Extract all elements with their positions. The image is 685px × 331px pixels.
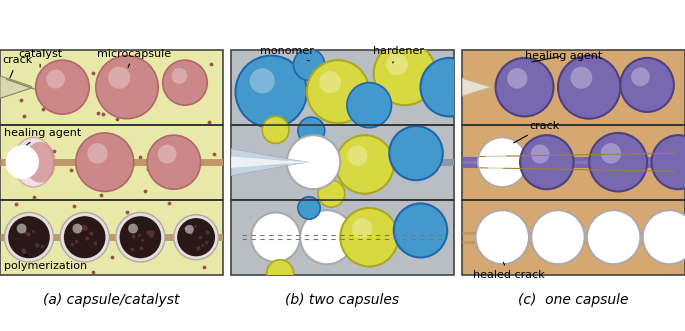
Text: microcapsule: microcapsule [97, 49, 171, 67]
Circle shape [174, 215, 219, 260]
Bar [462, 50, 685, 125]
Bar [231, 50, 454, 125]
Bar [0, 125, 223, 200]
Circle shape [73, 224, 82, 233]
Circle shape [394, 204, 447, 258]
Circle shape [475, 210, 529, 264]
Text: polymerization: polymerization [5, 254, 88, 271]
Circle shape [262, 117, 289, 143]
Bar [0, 50, 223, 125]
Circle shape [507, 68, 527, 89]
Circle shape [128, 224, 138, 233]
Bar [462, 200, 685, 275]
Bar [462, 125, 685, 200]
Circle shape [340, 208, 398, 266]
Circle shape [531, 145, 549, 164]
Circle shape [116, 213, 165, 262]
Circle shape [60, 213, 109, 262]
Circle shape [336, 135, 394, 194]
Circle shape [495, 58, 553, 117]
Circle shape [147, 135, 201, 189]
Circle shape [108, 67, 130, 89]
Circle shape [9, 151, 27, 169]
Text: catalyst: catalyst [18, 49, 62, 67]
Circle shape [251, 213, 300, 262]
Polygon shape [462, 78, 491, 96]
Circle shape [158, 145, 177, 164]
Circle shape [298, 117, 325, 144]
Text: hardener: hardener [373, 46, 424, 63]
Ellipse shape [25, 142, 55, 182]
Circle shape [589, 133, 647, 191]
Circle shape [347, 83, 392, 128]
Circle shape [631, 67, 650, 86]
Circle shape [532, 210, 585, 264]
Text: healing agent: healing agent [5, 128, 82, 145]
Circle shape [651, 135, 685, 189]
Circle shape [347, 145, 368, 166]
Circle shape [298, 197, 320, 219]
Text: healing agent: healing agent [525, 51, 602, 62]
Circle shape [185, 225, 194, 234]
Circle shape [374, 42, 436, 105]
Bar [231, 125, 454, 200]
Polygon shape [0, 76, 32, 98]
Circle shape [177, 218, 215, 256]
Polygon shape [231, 157, 309, 168]
Circle shape [421, 58, 478, 117]
Circle shape [76, 133, 134, 191]
Circle shape [5, 145, 39, 179]
Circle shape [319, 71, 341, 93]
Circle shape [621, 58, 674, 112]
Circle shape [162, 60, 208, 105]
Text: (a) capsule/catalyst: (a) capsule/catalyst [43, 293, 179, 307]
Circle shape [64, 216, 105, 258]
Circle shape [643, 210, 685, 264]
Circle shape [96, 56, 158, 119]
Circle shape [120, 216, 161, 258]
Ellipse shape [14, 137, 53, 187]
Circle shape [389, 126, 443, 180]
Text: (b) two capsules: (b) two capsules [286, 293, 399, 307]
Circle shape [477, 137, 527, 187]
Polygon shape [231, 149, 309, 176]
Circle shape [47, 70, 65, 88]
Circle shape [307, 60, 369, 123]
Circle shape [8, 216, 50, 258]
Circle shape [16, 224, 27, 233]
Circle shape [318, 180, 345, 207]
Circle shape [172, 68, 187, 84]
Text: healed crack: healed crack [473, 262, 545, 280]
Circle shape [293, 49, 325, 80]
Circle shape [601, 143, 621, 164]
Circle shape [587, 210, 640, 264]
Text: monomer: monomer [260, 46, 314, 61]
Circle shape [386, 53, 408, 75]
Text: crack: crack [514, 121, 559, 143]
Circle shape [520, 135, 573, 189]
Circle shape [352, 218, 372, 239]
Circle shape [36, 60, 89, 114]
Circle shape [300, 210, 353, 264]
Bar [231, 200, 454, 275]
Circle shape [484, 149, 507, 171]
Circle shape [558, 56, 621, 119]
Text: crack: crack [2, 55, 32, 78]
Circle shape [5, 213, 53, 262]
Circle shape [266, 260, 293, 287]
Bar [0, 200, 223, 275]
Text: (c)  one capsule: (c) one capsule [519, 293, 629, 307]
Circle shape [287, 135, 340, 189]
Circle shape [297, 145, 316, 164]
Circle shape [571, 67, 593, 89]
Circle shape [88, 143, 108, 164]
Circle shape [236, 56, 307, 128]
Circle shape [250, 68, 275, 93]
